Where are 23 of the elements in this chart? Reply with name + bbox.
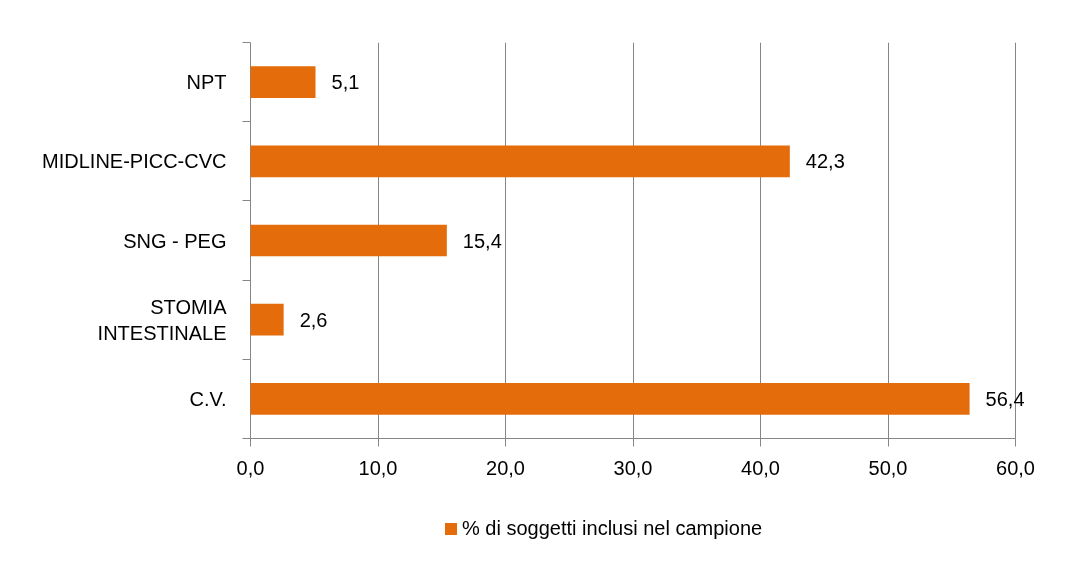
legend-label: % di soggetti inclusi nel campione — [462, 517, 763, 540]
x-tick-label: 40,0 — [741, 456, 780, 479]
bar — [250, 66, 316, 98]
data-label: 56,4 — [985, 387, 1025, 410]
y-tick-label: NPT — [186, 71, 227, 94]
bar — [250, 303, 284, 336]
bar — [250, 224, 447, 257]
y-tick-label: STOMIA INTESTINALE — [97, 295, 228, 344]
bar — [250, 383, 970, 415]
x-tick-label: 20,0 — [486, 456, 525, 479]
bar — [250, 145, 790, 178]
y-tick-label: MIDLINE-PICC-CVC — [42, 150, 227, 173]
x-tick-label: 0,0 — [236, 456, 265, 479]
y-tick-label: SNG - PEG — [123, 229, 227, 252]
x-tick-label: 50,0 — [868, 456, 908, 479]
x-tick-label: 60,0 — [996, 456, 1035, 479]
data-label: 15,4 — [462, 229, 502, 252]
y-tick-label: C.V. — [189, 387, 227, 410]
data-label: 5,1 — [331, 71, 360, 94]
x-tick-label: 30,0 — [613, 456, 653, 479]
data-label: 2,6 — [299, 308, 328, 331]
x-tick-label: 10,0 — [358, 456, 398, 479]
data-label: 42,3 — [805, 150, 845, 173]
